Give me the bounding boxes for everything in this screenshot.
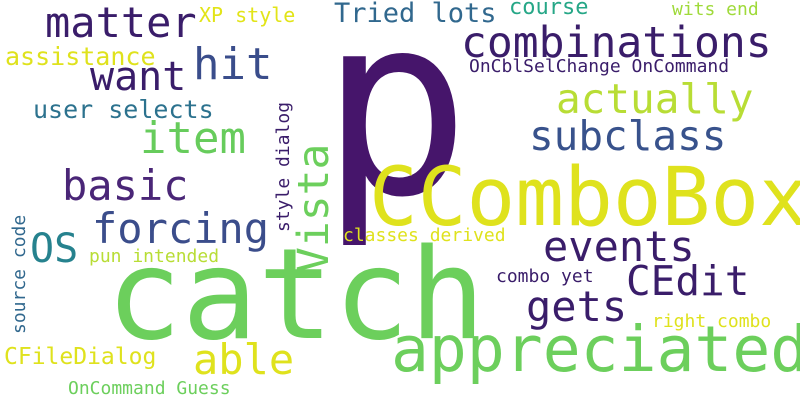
word-classes-derived: classes derived xyxy=(343,225,506,246)
word-catch: catch xyxy=(106,221,486,368)
word-oncblselchange: OnCblSelChange OnCommand xyxy=(469,56,730,77)
word-oncommand-guess: OnCommand Guess xyxy=(68,378,231,399)
word-matter: matter xyxy=(45,0,197,47)
word-cfiledialog: CFileDialog xyxy=(4,344,157,370)
word-p: p xyxy=(320,0,471,252)
word-combo-yet: combo yet xyxy=(496,266,594,287)
word-subclass: subclass xyxy=(529,112,727,160)
word-combinations: combinations xyxy=(461,18,772,68)
word-os: OS xyxy=(30,226,79,272)
word-style-dialog: style dialog xyxy=(273,101,294,232)
word-actually: actually xyxy=(556,75,754,123)
word-user-selects: user selects xyxy=(33,95,214,124)
word-item: item xyxy=(140,113,246,164)
word-course: course xyxy=(509,0,589,20)
word-able: able xyxy=(193,335,295,384)
word-gets: gets xyxy=(526,282,628,331)
word-assistance: assistance xyxy=(5,42,156,71)
word-cedit: CEdit xyxy=(626,257,750,305)
word-appreciated: appreciated xyxy=(391,313,800,386)
word-events: events xyxy=(543,222,695,271)
word-tried-lots: Tried lots xyxy=(334,0,497,29)
word-source-code: source code xyxy=(9,214,30,334)
word-ccombobox: CComboBox xyxy=(369,151,800,245)
word-vista: Vista xyxy=(289,143,339,273)
word-want: want xyxy=(90,54,187,100)
word-basic: basic xyxy=(62,161,189,210)
word-forcing: forcing xyxy=(92,204,270,253)
word-xp-style: XP style xyxy=(199,3,296,27)
word-right-combo: right combo xyxy=(652,311,772,332)
word-pun-intended: pun intended xyxy=(89,246,220,267)
word-wits-end: wits end xyxy=(672,0,759,20)
word-hit: hit xyxy=(193,39,273,90)
